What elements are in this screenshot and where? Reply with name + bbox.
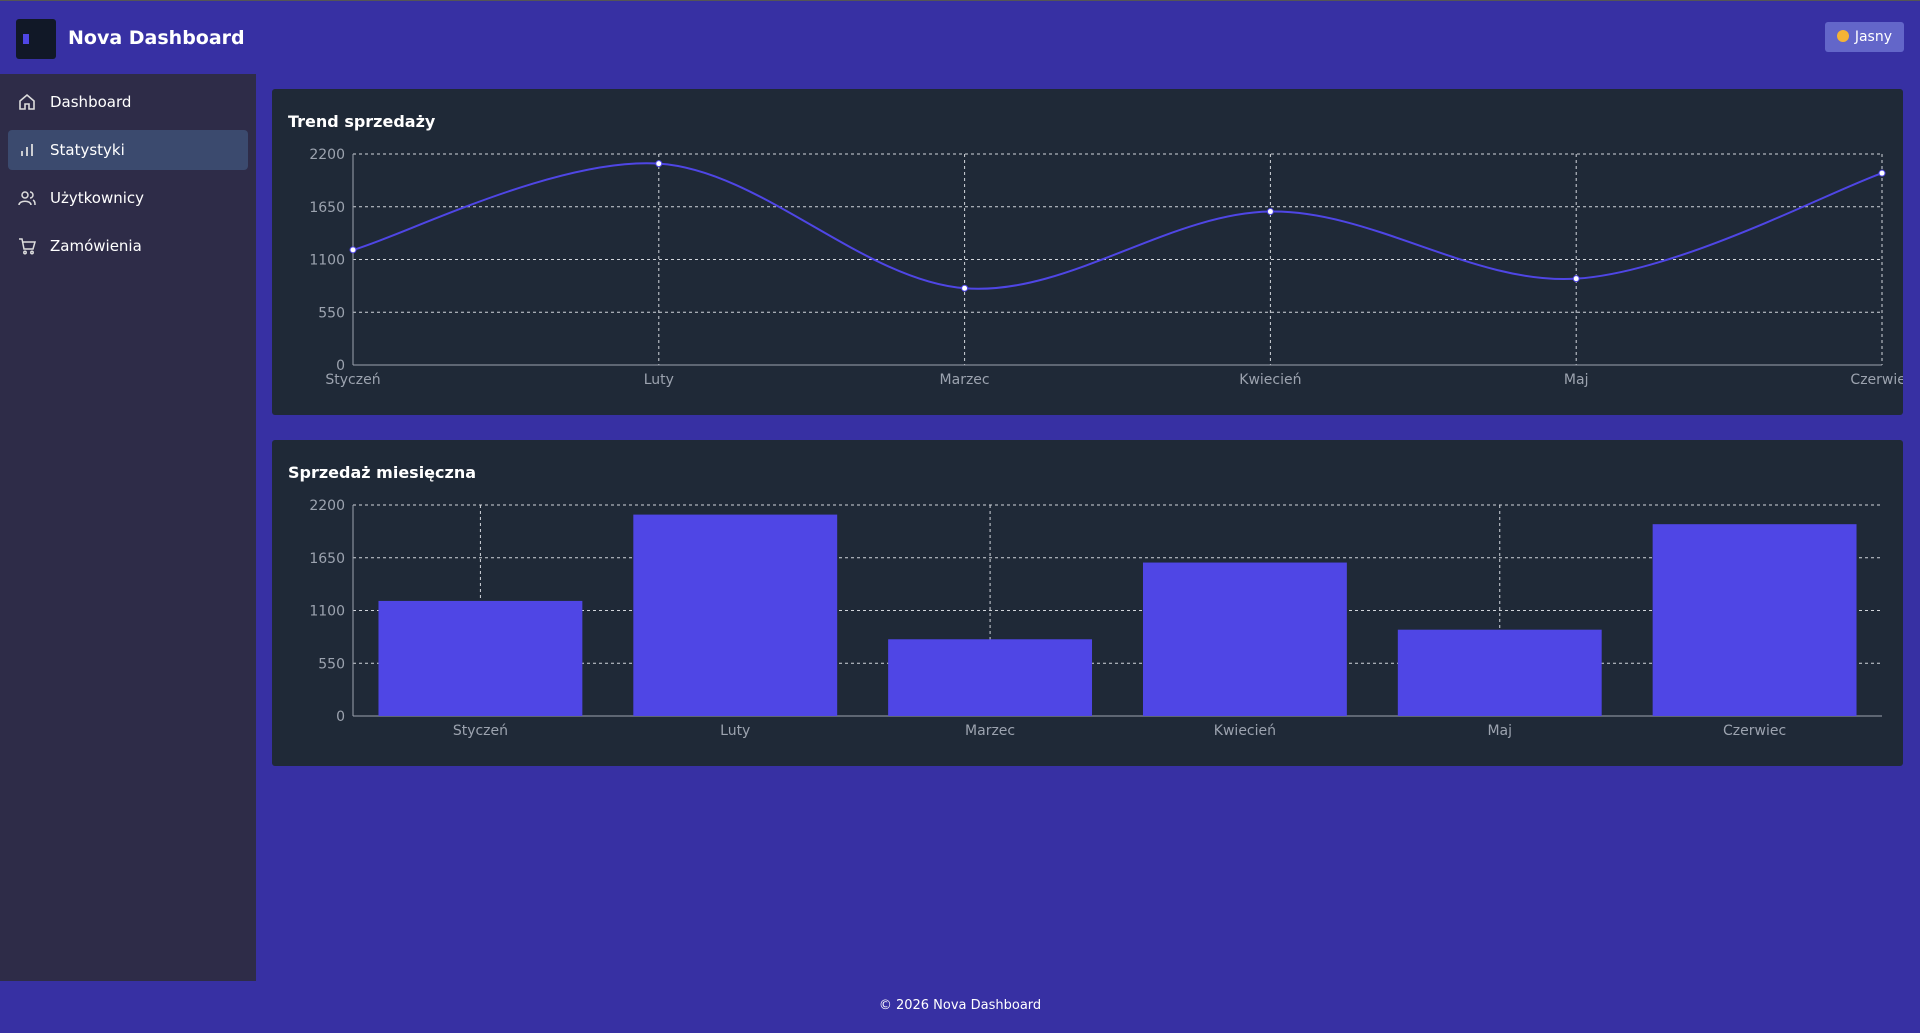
y-tick-label: 550 [318,305,345,321]
x-tick-label: Kwiecień [1239,372,1301,388]
chart: Trend sprzedaży 0 550 1100 1650 2200 Styczeń Lu… [288,112,1914,388]
icon [21,144,33,156]
nav-item[interactable]: Statystyki [8,130,248,170]
nav-label: Zamówienia [50,237,142,255]
y-tick-label: 1650 [309,200,345,216]
theme-label: Jasny [1854,29,1892,45]
x-tick-label: Styczeń [453,723,508,739]
nav-label: Statystyki [50,141,125,159]
y-tick-label: 2200 [309,498,345,514]
point [1572,275,1580,283]
icon [19,93,35,110]
point [1266,208,1274,216]
bar [633,514,838,716]
y-tick-label: 550 [318,656,345,672]
x-tick-label: Marzec [965,723,1015,739]
chart-card: Trend sprzedaży 0 550 1100 1650 2200 Styczeń Lu… [272,89,1914,415]
x-tick-label: Styczeń [325,372,380,388]
point [655,160,663,168]
sidebar: Dashboard Statystyki Użytkownicy Zamówie… [0,74,256,981]
x-tick-label: Czerwiec [1723,723,1786,739]
y-tick-label: 0 [336,358,345,374]
chart: Sprzedaż miesięczna 0 550 1100 1650 2200 Stycz… [288,463,1882,739]
theme-button[interactable]: Jasny [1824,22,1904,52]
nav-label: Użytkownicy [50,189,145,207]
point [1878,169,1886,177]
logo[interactable] [16,19,56,59]
x-tick-label: Kwiecień [1214,723,1276,739]
x-tick-label: Marzec [940,372,990,388]
sun-icon [1836,30,1849,42]
chart-title: Trend sprzedaży [288,112,436,131]
y-tick-label: 2200 [309,147,345,163]
chart-card: Sprzedaż miesięczna 0 550 1100 1650 2200 Stycz… [272,440,1903,766]
icon [19,238,36,255]
nav-item[interactable]: Zamówienia [8,226,248,266]
bar [1397,629,1602,716]
chart-title: Sprzedaż miesięczna [288,463,476,482]
header: Nova Dashboard Jasny [0,0,1920,74]
y-tick-label: 1100 [309,253,345,269]
y-tick-label: 0 [336,709,345,725]
x-tick-label: Maj [1564,372,1589,388]
point [961,284,969,292]
icon [18,191,36,206]
point [349,246,357,254]
bar [1652,524,1857,716]
y-tick-label: 1650 [309,551,345,567]
bar [1142,562,1347,716]
nav-label: Dashboard [50,93,132,111]
x-tick-label: Luty [720,723,750,739]
x-tick-label: Luty [644,372,674,388]
x-tick-label: Maj [1487,723,1512,739]
x-tick-label: Czerwiec [1850,372,1903,388]
line [352,162,1883,290]
bar [888,639,1093,716]
nav-item[interactable]: Użytkownicy [8,178,248,218]
bar [378,600,583,716]
y-tick-label: 1100 [309,604,345,620]
footer: © 2026 Nova Dashboard [878,998,1042,1013]
nav-item[interactable]: Dashboard [8,82,248,122]
app-title: Nova Dashboard [68,27,245,49]
